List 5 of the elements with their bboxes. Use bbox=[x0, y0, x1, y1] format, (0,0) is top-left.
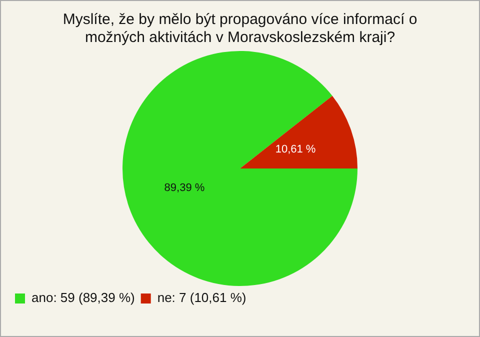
legend-label: ne: 7 (10,61 %) bbox=[157, 290, 246, 306]
data-label: 89,39 % bbox=[164, 182, 205, 194]
chart-title: Myslíte, že by mělo být propagováno více informací o možných aktivitách v Moravskoslezském kraji? bbox=[62, 11, 418, 47]
data-label: 10,61 % bbox=[275, 143, 316, 156]
legend-label: ano: 59 (89,39 %) bbox=[32, 290, 135, 306]
